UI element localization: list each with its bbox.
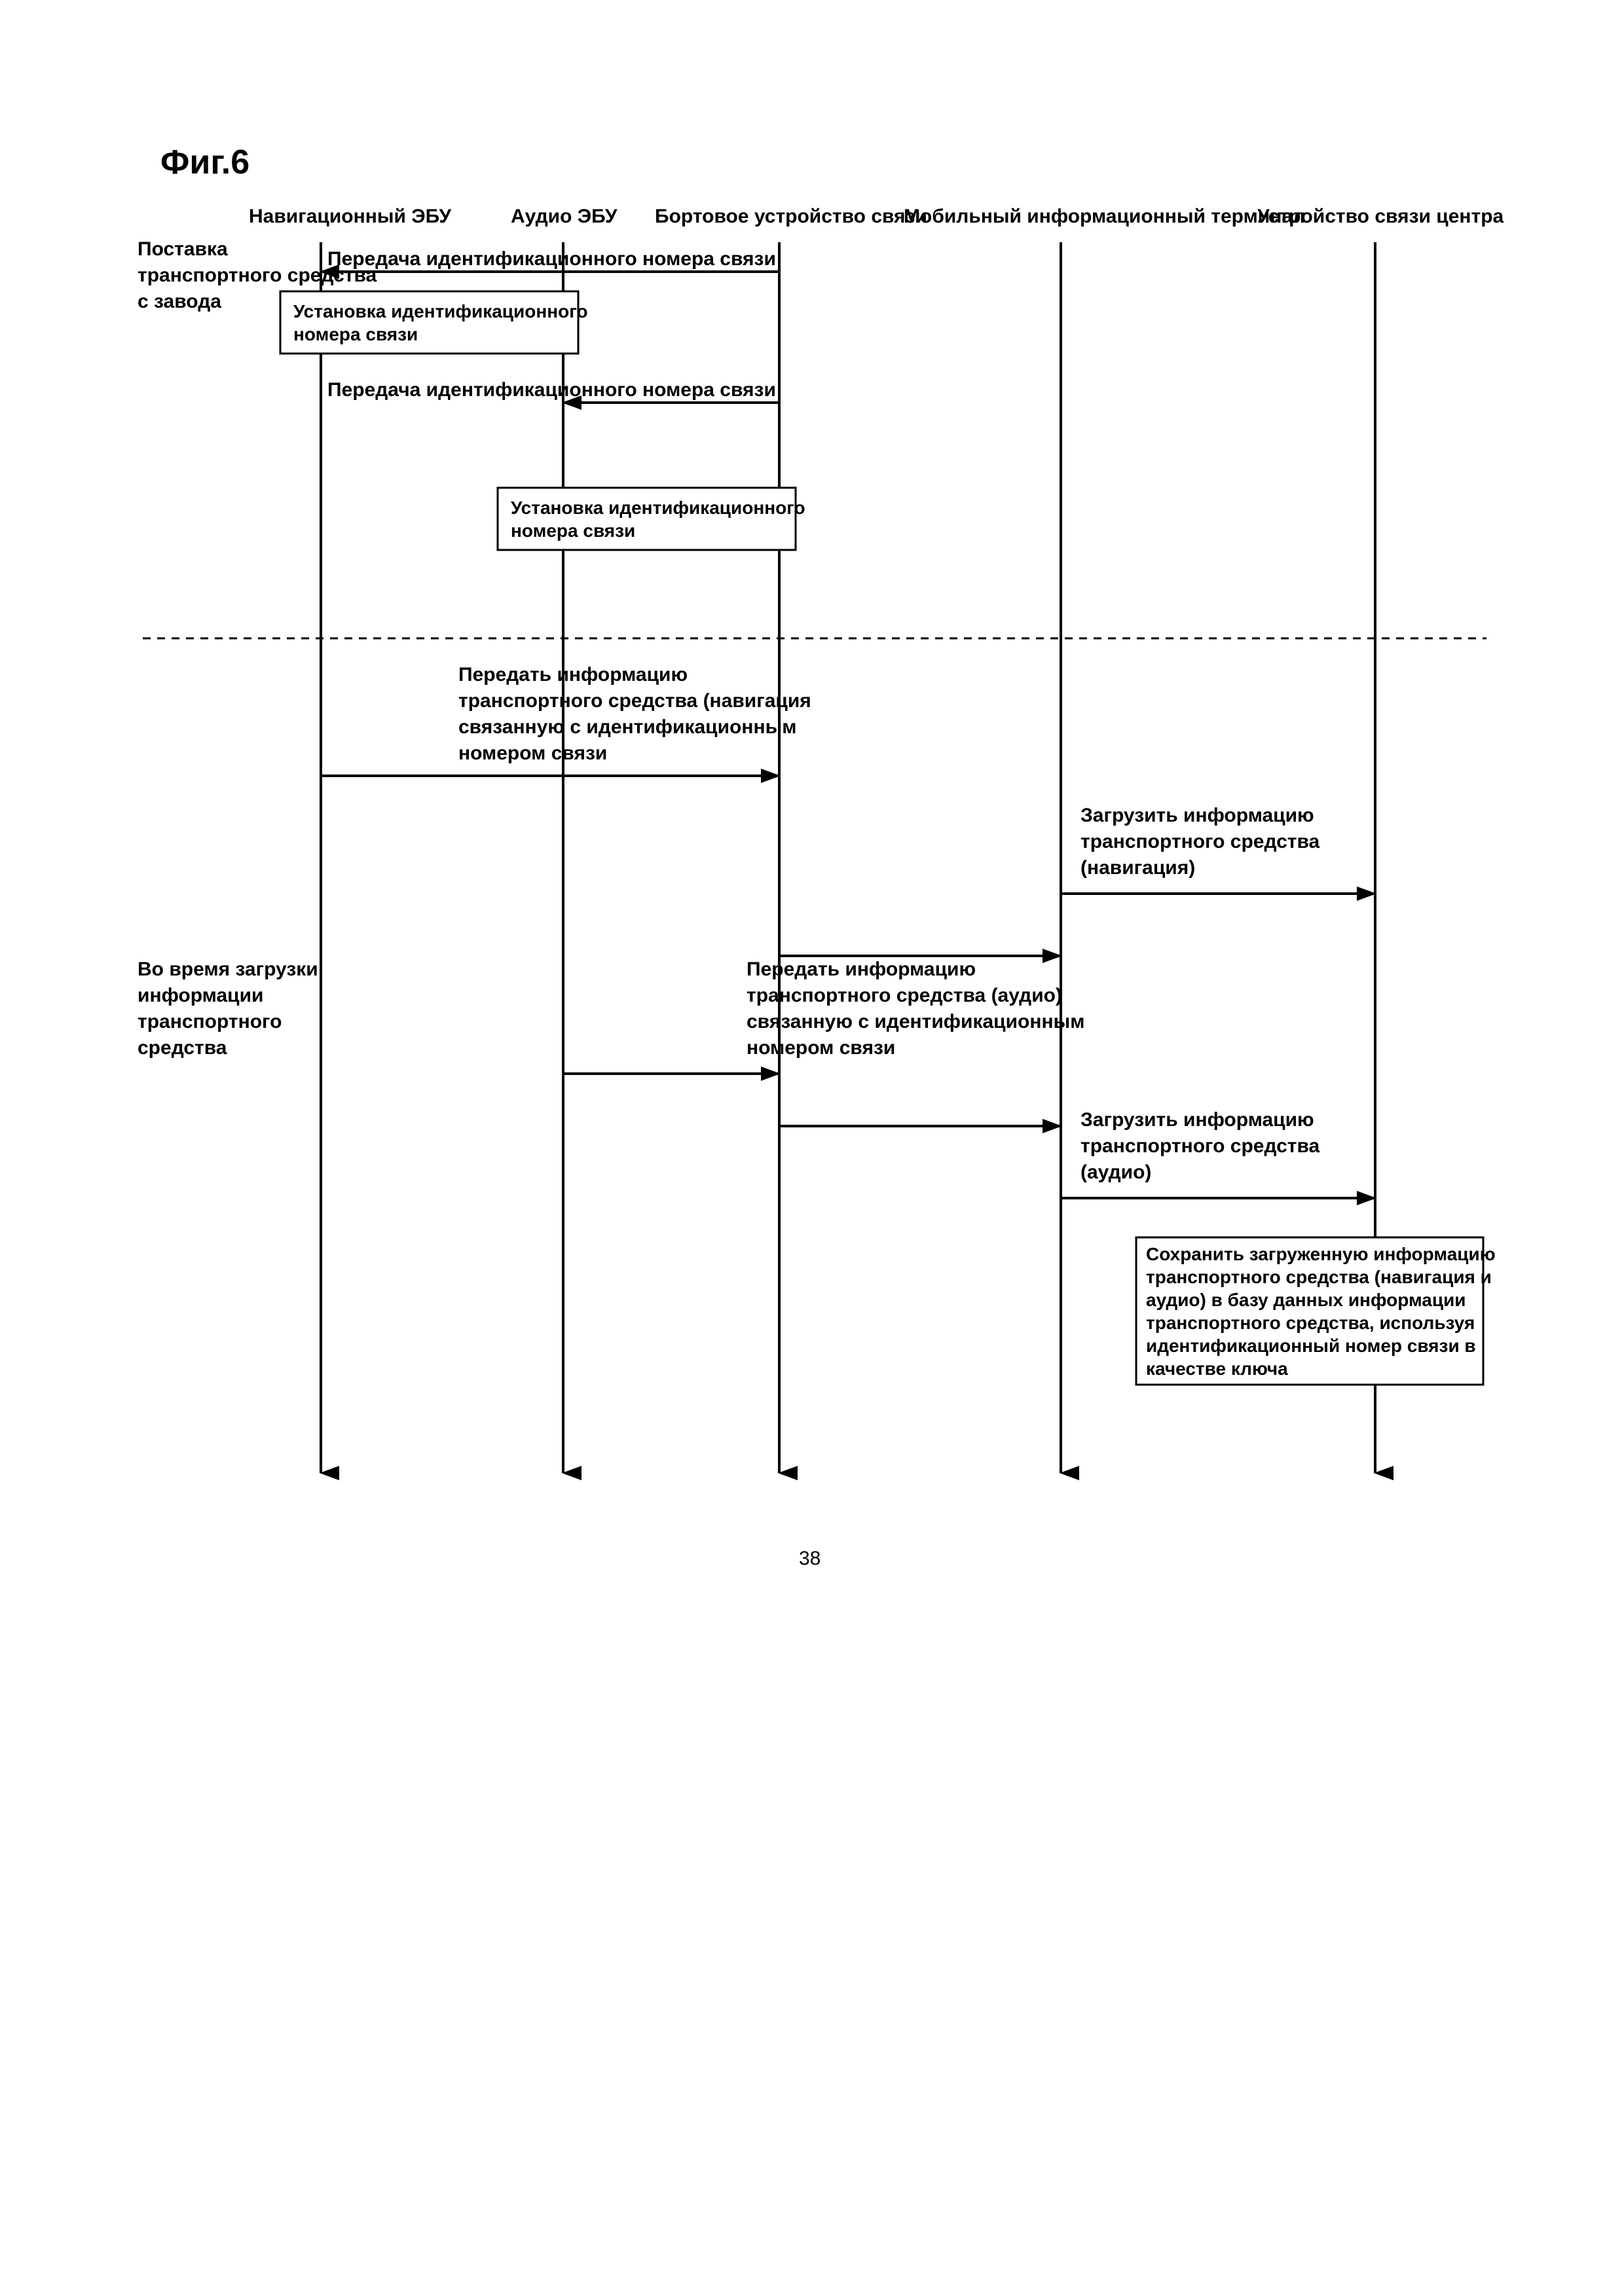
msg-5-line-1: Загрузить информацию bbox=[1080, 805, 1314, 826]
box-2-line-1: Установка идентификационного bbox=[511, 498, 805, 518]
msg-3-line-3: связанную с идентификационным bbox=[458, 716, 796, 738]
box-3-line-3: аудио) в базу данных информации bbox=[1146, 1290, 1466, 1310]
msg-6-line-3: (аудио) bbox=[1080, 1161, 1151, 1183]
header-audio: Аудио ЭБУ bbox=[511, 206, 618, 227]
header-mobile: Мобильный информационный терминал bbox=[904, 206, 1305, 227]
msg-4-line-4: номером связи bbox=[747, 1037, 895, 1059]
box-2-line-2: номера связи bbox=[511, 520, 635, 541]
msg-5-line-3: (навигация) bbox=[1080, 857, 1195, 879]
msg-3-line-1: Передать информацию bbox=[458, 664, 688, 685]
side-label-bottom-2: информации bbox=[138, 985, 263, 1006]
msg-6-line-2: транспортного средства bbox=[1080, 1135, 1320, 1157]
header-nav: Навигационный ЭБУ bbox=[249, 206, 451, 227]
msg-5-line-2: транспортного средства bbox=[1080, 831, 1320, 852]
box-3-line-5: идентификационный номер связи в bbox=[1146, 1336, 1476, 1356]
header-onboard: Бортовое устройство связи bbox=[655, 206, 927, 227]
sequence-diagram: Фиг.6 Навигационный ЭБУ Аудио ЭБУ Бортов… bbox=[0, 0, 1624, 2296]
header-center: Устройство связи центра bbox=[1257, 206, 1504, 227]
msg-6-line-1: Загрузить информацию bbox=[1080, 1109, 1314, 1131]
msg-3-line-2: транспортного средства (навигация bbox=[458, 690, 811, 712]
side-label-bottom-3: транспортного bbox=[138, 1011, 282, 1032]
side-label-bottom-4: средства bbox=[138, 1037, 227, 1059]
side-label-top-3: с завода bbox=[138, 291, 221, 312]
box-3-line-1: Сохранить загруженную информацию bbox=[1146, 1244, 1496, 1264]
msg-4-line-1: Передать информацию bbox=[747, 958, 976, 980]
box-1-line-1: Установка идентификационного bbox=[293, 301, 588, 321]
box-3-line-2: транспортного средства (навигация и bbox=[1146, 1267, 1492, 1287]
box-3-line-4: транспортного средства, используя bbox=[1146, 1313, 1475, 1333]
msg-1-label: Передача идентификационного номера связи bbox=[327, 248, 776, 270]
figure-title: Фиг.6 bbox=[160, 143, 249, 181]
side-label-bottom-1: Во время загрузки bbox=[138, 958, 318, 980]
side-label-top-1: Поставка bbox=[138, 238, 228, 260]
page-number: 38 bbox=[799, 1548, 821, 1569]
msg-4-line-2: транспортного средства (аудио) bbox=[747, 985, 1062, 1006]
msg-2-label: Передача идентификационного номера связи bbox=[327, 379, 776, 401]
box-3-line-6: качестве ключа bbox=[1146, 1358, 1288, 1379]
msg-3-line-4: номером связи bbox=[458, 742, 607, 764]
box-1-line-2: номера связи bbox=[293, 324, 418, 344]
msg-4-line-3: связанную с идентификационным bbox=[747, 1011, 1084, 1032]
